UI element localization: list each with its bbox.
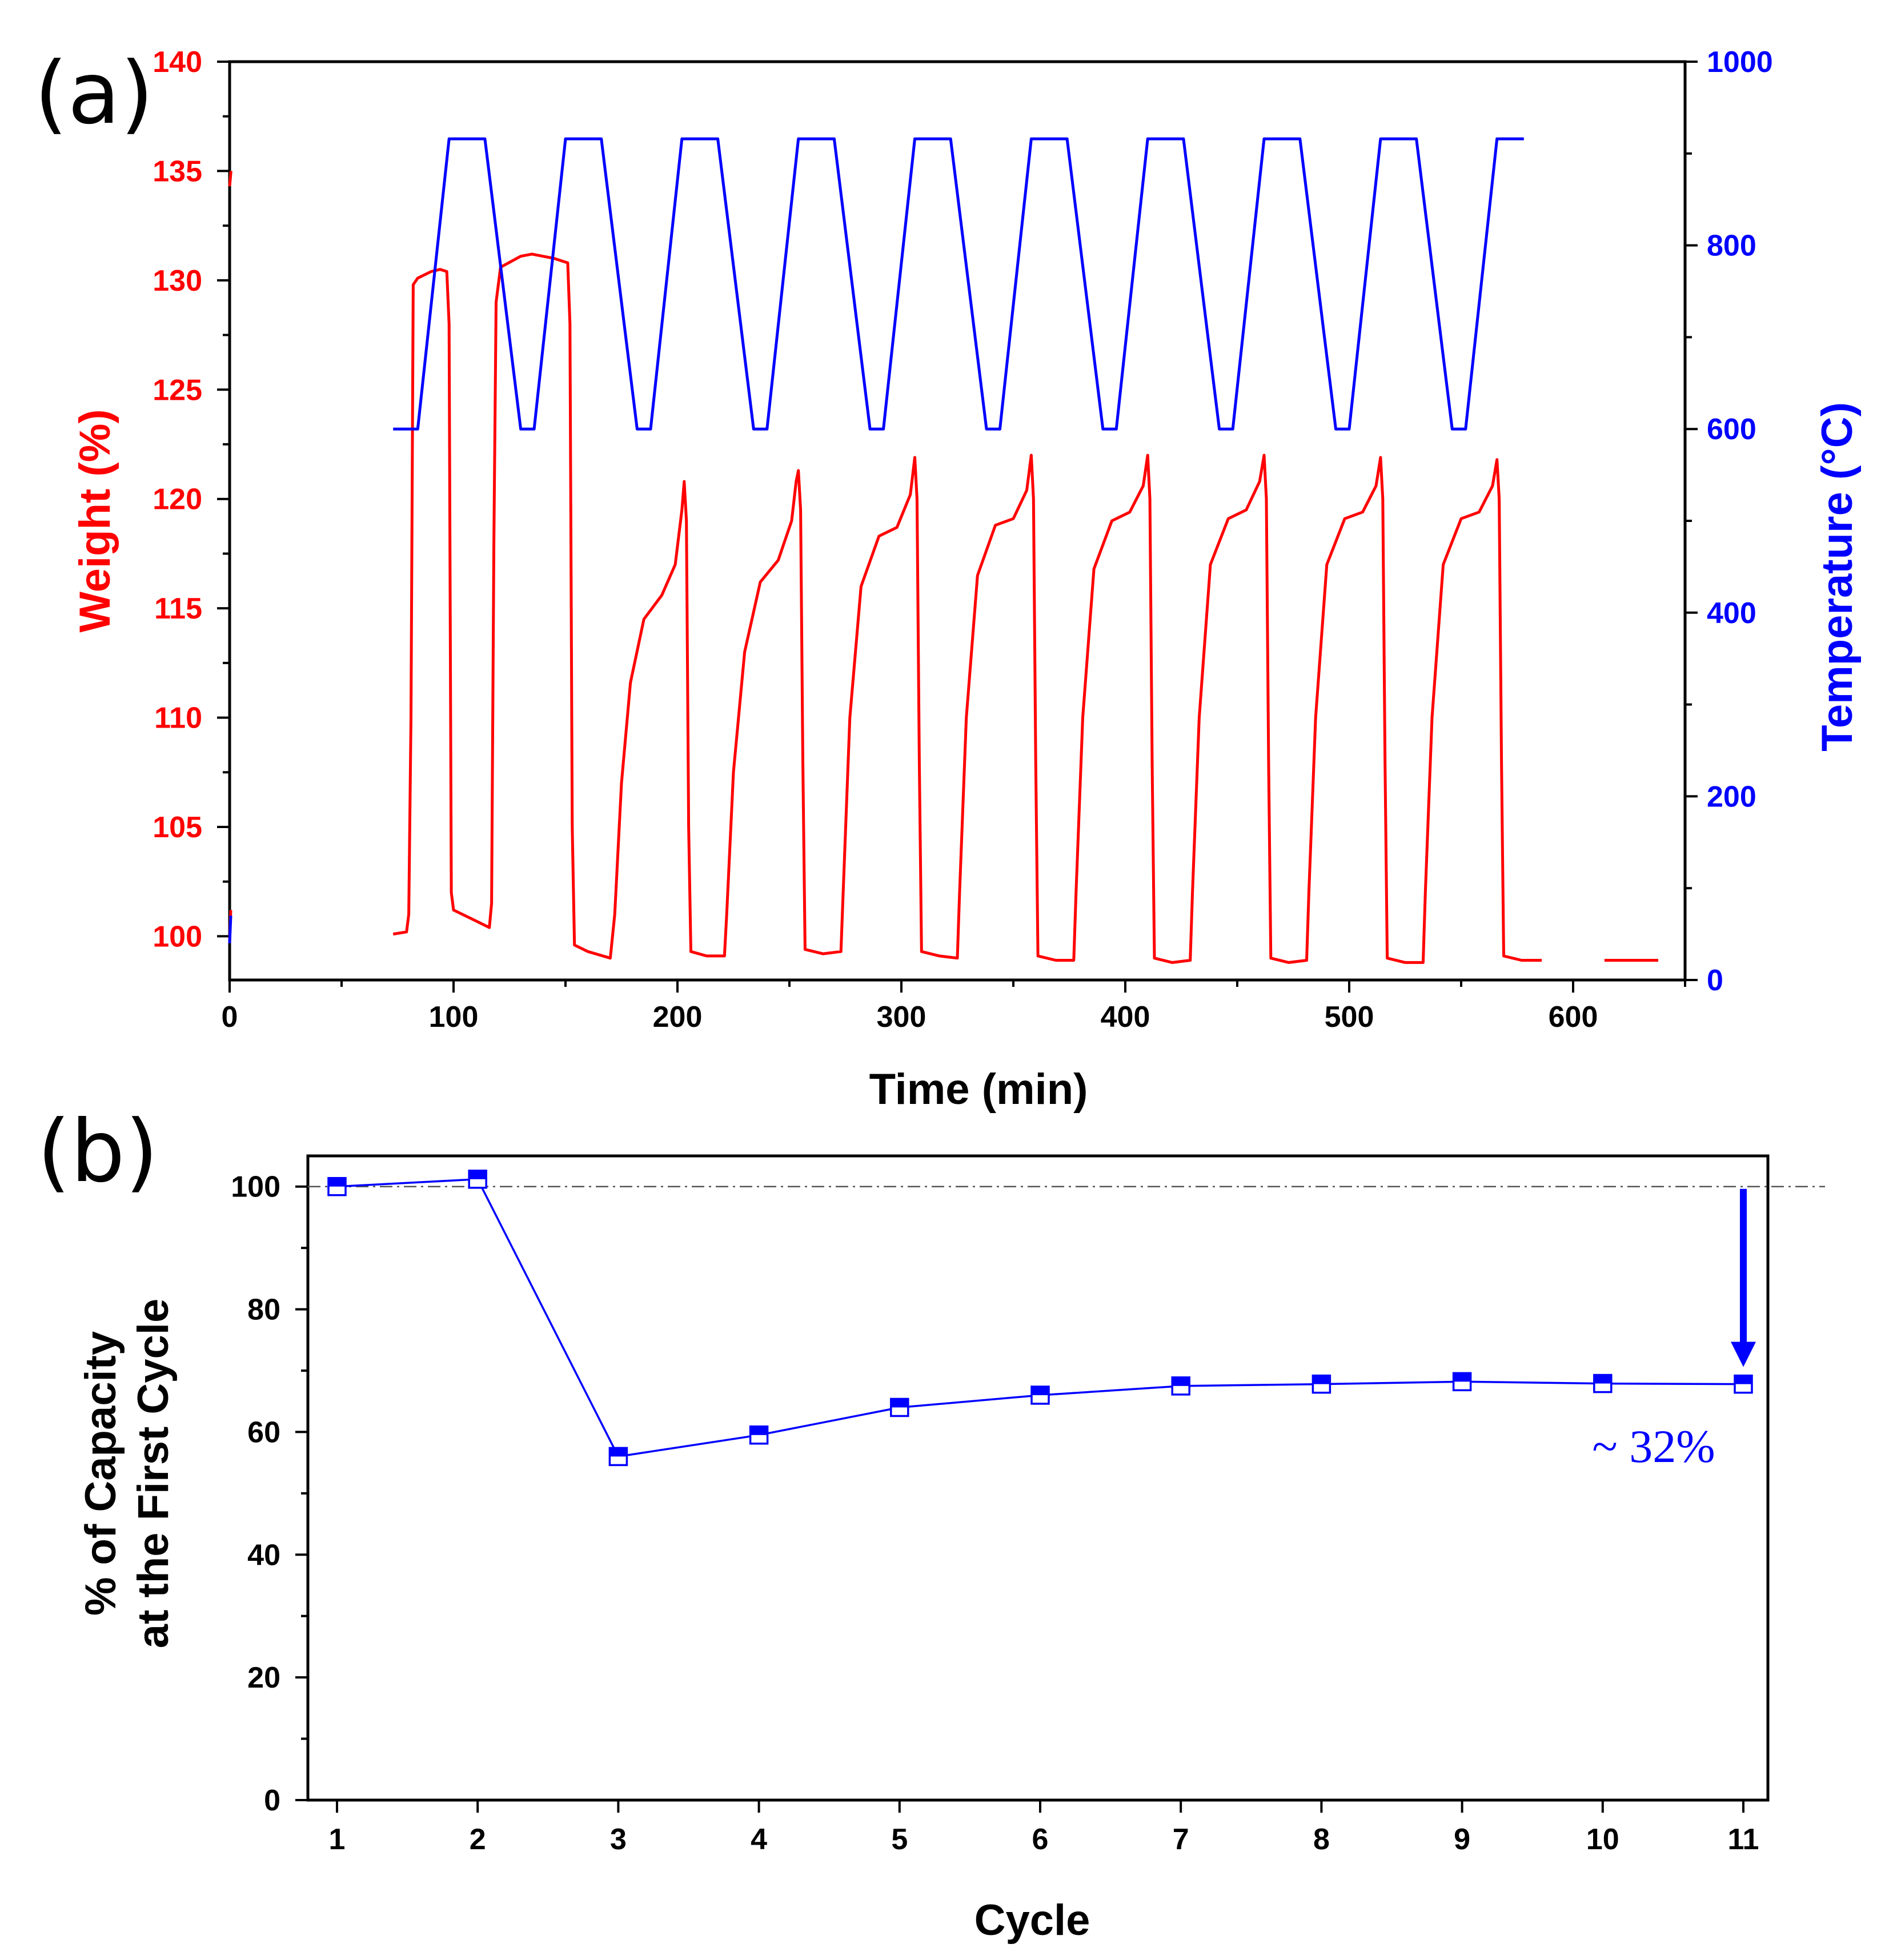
panel-b-plot-frame bbox=[306, 1154, 1770, 1802]
capacity-marker-fill bbox=[1594, 1375, 1611, 1384]
x-tick-label: 600 bbox=[1549, 1001, 1598, 1034]
capacity-line bbox=[336, 1178, 1744, 1458]
panel-b-y-tick-labels: 0 20 40 60 80 100 bbox=[231, 1171, 280, 1817]
panel-b-series bbox=[327, 1170, 1753, 1467]
x-tick-label: 500 bbox=[1325, 1001, 1374, 1034]
panel-a-right-axis-title: Temperature (°C) bbox=[1813, 402, 1862, 752]
cycle-tick-label: 2 bbox=[470, 1823, 486, 1856]
panel-b-x-axis-title: Cycle bbox=[974, 1896, 1090, 1945]
panel-a-ticks bbox=[217, 61, 1698, 993]
panel-b-chart: (b) 1 2 3 4 5 6 7 8 9 10 11 0 20 40 60 80 100 ~ 32% Cyc… bbox=[37, 1102, 1825, 1945]
panel-a-left-axis-title: Weight (%) bbox=[71, 409, 119, 632]
left-tick-label: 110 bbox=[154, 702, 202, 735]
right-tick-label: 0 bbox=[1707, 964, 1723, 997]
panel-b-label: (b) bbox=[37, 1102, 158, 1202]
capacity-marker-fill bbox=[750, 1426, 768, 1435]
right-tick-label: 400 bbox=[1707, 597, 1756, 630]
panel-a-label: (a) bbox=[34, 44, 154, 143]
y-tick-label: 60 bbox=[247, 1416, 280, 1449]
panel-b-x-tick-labels: 1 2 3 4 5 6 7 8 9 10 11 bbox=[329, 1823, 1759, 1856]
cycle-tick-label: 10 bbox=[1586, 1823, 1619, 1856]
cycle-tick-label: 1 bbox=[329, 1823, 346, 1856]
cycle-tick-label: 11 bbox=[1728, 1823, 1759, 1856]
capacity-marker-fill bbox=[1313, 1375, 1330, 1384]
cycle-tick-label: 6 bbox=[1032, 1823, 1049, 1856]
cycle-tick-label: 8 bbox=[1313, 1823, 1330, 1856]
panel-b-y-axis-title-line1: % of Capacity bbox=[77, 1331, 125, 1616]
arrow-head bbox=[1731, 1342, 1756, 1367]
panel-b-ticks bbox=[295, 1185, 1744, 1813]
weight-line bbox=[228, 171, 232, 187]
right-tick-label: 600 bbox=[1707, 413, 1756, 446]
capacity-marker-fill bbox=[328, 1178, 346, 1187]
left-tick-label: 140 bbox=[153, 46, 202, 79]
cycle-tick-label: 4 bbox=[751, 1823, 767, 1856]
capacity-loss-annotation: ~ 32% bbox=[1592, 1420, 1715, 1472]
right-tick-label: 200 bbox=[1707, 780, 1756, 813]
capacity-marker-fill bbox=[1453, 1373, 1471, 1382]
panel-a-series bbox=[228, 137, 1658, 964]
temperature-line bbox=[228, 915, 232, 943]
right-tick-label: 800 bbox=[1707, 230, 1756, 263]
left-tick-label: 115 bbox=[154, 592, 202, 625]
left-tick-label: 135 bbox=[153, 155, 202, 188]
x-tick-label: 100 bbox=[429, 1001, 479, 1034]
cycle-tick-label: 3 bbox=[610, 1823, 627, 1856]
y-tick-label: 40 bbox=[247, 1539, 280, 1572]
capacity-marker-fill bbox=[1735, 1375, 1752, 1384]
capacity-marker-fill bbox=[891, 1399, 908, 1408]
panel-a-chart: (a) 0 100 200 300 400 500 600 1001051101151201… bbox=[34, 44, 1862, 1114]
cycle-tick-label: 9 bbox=[1454, 1823, 1470, 1856]
y-tick-label: 80 bbox=[247, 1294, 280, 1327]
capacity-marker-fill bbox=[1172, 1377, 1190, 1386]
x-tick-label: 400 bbox=[1101, 1001, 1150, 1034]
x-tick-label: 300 bbox=[877, 1001, 927, 1034]
cycle-tick-label: 7 bbox=[1173, 1823, 1189, 1856]
left-tick-label: 120 bbox=[153, 483, 202, 516]
panel-a-left-tick-labels: 100 105 110 115 120 125 130 135 140 bbox=[153, 46, 202, 953]
panel-a-x-tick-labels: 0 100 200 300 400 500 600 bbox=[222, 1001, 1598, 1034]
panel-a-x-axis-title: Time (min) bbox=[869, 1065, 1088, 1114]
y-tick-label: 100 bbox=[231, 1171, 280, 1204]
left-tick-label: 100 bbox=[153, 920, 202, 953]
weight-line bbox=[392, 252, 1542, 964]
capacity-marker-fill bbox=[609, 1448, 627, 1457]
left-tick-label: 105 bbox=[153, 811, 202, 844]
x-tick-label: 200 bbox=[653, 1001, 703, 1034]
capacity-marker-fill bbox=[469, 1170, 487, 1179]
panel-a-right-tick-labels: 0 200 400 600 800 1000 bbox=[1707, 46, 1773, 997]
capacity-marker-fill bbox=[1032, 1386, 1049, 1395]
left-tick-label: 125 bbox=[153, 373, 202, 407]
temperature-line bbox=[393, 137, 1524, 431]
right-tick-label: 1000 bbox=[1707, 46, 1773, 79]
left-tick-label: 130 bbox=[153, 264, 202, 298]
y-tick-label: 20 bbox=[247, 1661, 280, 1694]
cycle-tick-label: 5 bbox=[891, 1823, 908, 1856]
capacity-loss-arrow bbox=[1731, 1188, 1756, 1367]
x-tick-label: 0 bbox=[222, 1001, 238, 1034]
panel-b-y-axis-title-line2: at the First Cycle bbox=[129, 1299, 178, 1648]
y-tick-label: 0 bbox=[264, 1784, 280, 1817]
